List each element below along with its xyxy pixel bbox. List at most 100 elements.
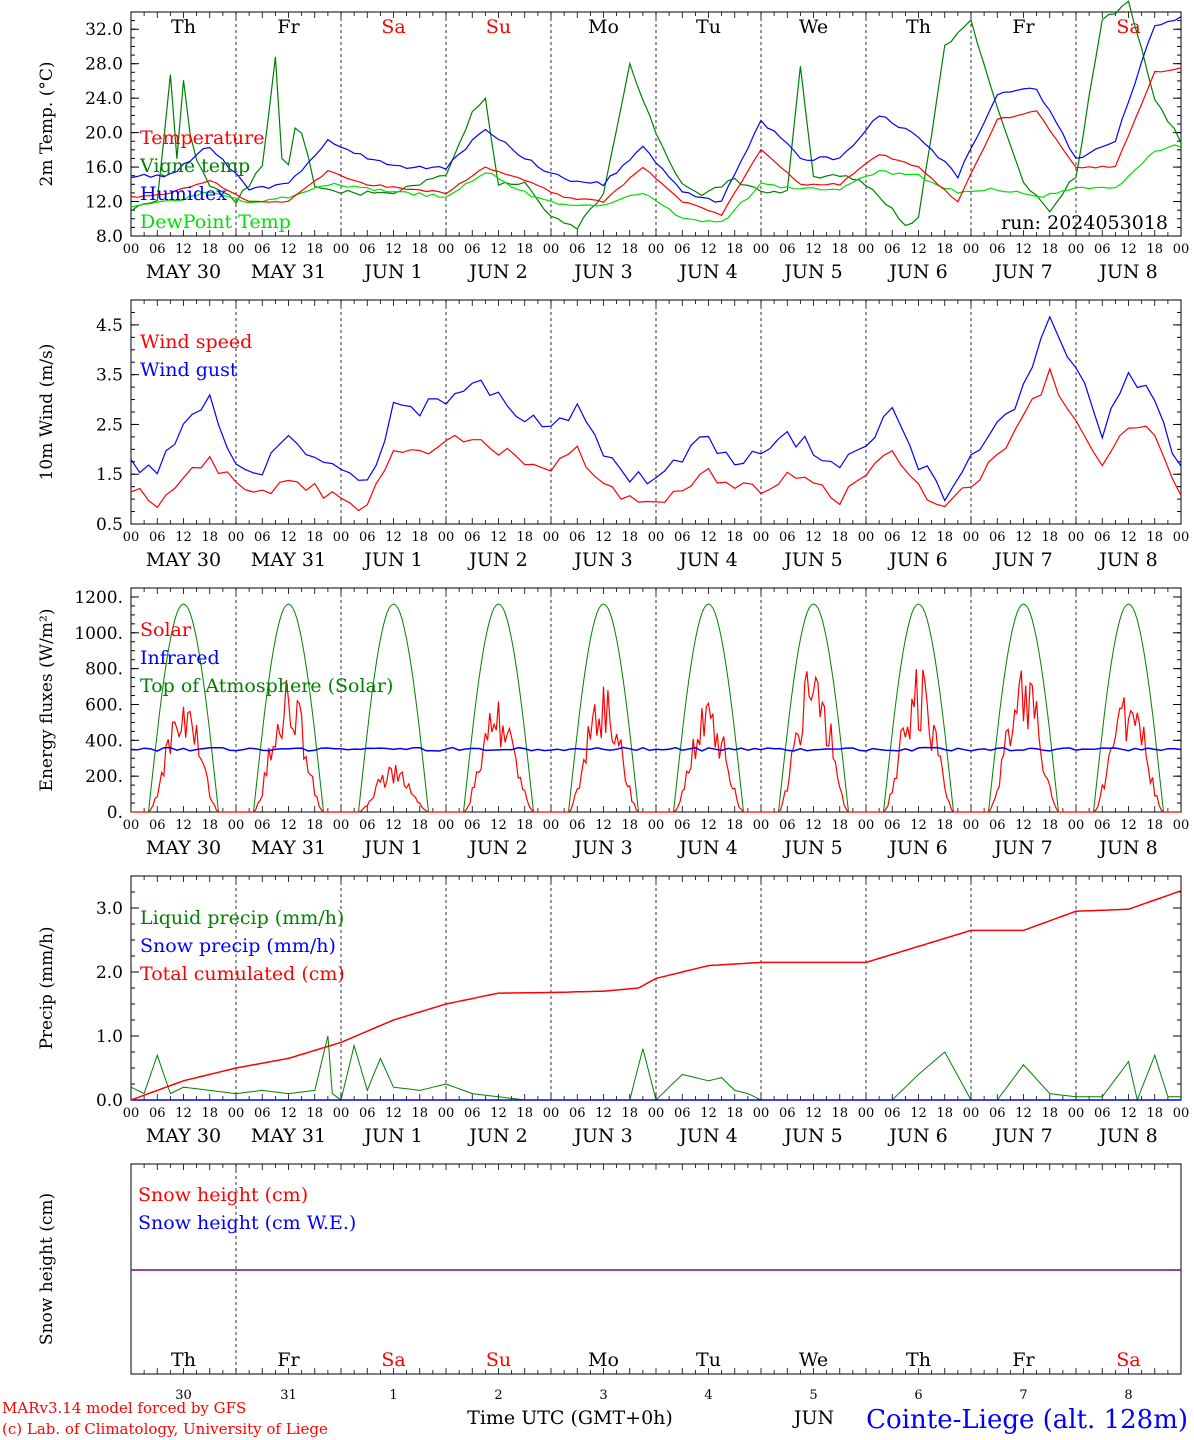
time-axis: 00 06 12 18 MAY 30 00 06 12 18 MAY 31 00 06 12 18 JUN …	[123, 818, 1190, 859]
hour-label: 00	[438, 818, 455, 833]
date-label: JUN 2	[467, 549, 527, 571]
hour-label: 06	[569, 530, 586, 545]
hour-label: 00	[543, 242, 560, 257]
hour-label: 12	[385, 818, 402, 833]
date-label: JUN 6	[887, 837, 947, 859]
hour-label: 00	[1068, 818, 1085, 833]
hour-label: 00	[123, 530, 140, 545]
hour-label: 12	[700, 818, 717, 833]
hour-label: 00	[1173, 530, 1190, 545]
panel-temperature: 8.0 12.0 16.0 20.0 24.0 28.0 32.0 2m Temp. (°C)	[37, 11, 1182, 247]
hour-label: 00	[648, 530, 665, 545]
hour-label: 12	[385, 530, 402, 545]
date-label: JUN 1	[362, 837, 422, 859]
hour-label: 06	[569, 818, 586, 833]
hour-label: 12	[490, 530, 507, 545]
hour-label: 18	[306, 530, 323, 545]
hour-label: 06	[1094, 242, 1111, 257]
weekday-label: Sa	[381, 16, 405, 38]
y-tick-label: 800.	[85, 660, 123, 680]
day-number: 2	[494, 1388, 502, 1403]
hour-label: 00	[858, 530, 875, 545]
day-number: 3	[599, 1388, 607, 1403]
hour-label: 00	[228, 530, 245, 545]
hour-label: 12	[175, 1106, 192, 1121]
credit-line-1: MARv3.14 model forced by GFS	[2, 1399, 246, 1417]
weekday-label: Fr	[1012, 16, 1035, 38]
hour-label: 18	[1041, 1106, 1058, 1121]
hour-label: 06	[149, 818, 166, 833]
y-tick-label: 16.0	[85, 158, 123, 178]
hour-label: 06	[569, 242, 586, 257]
hour-label: 18	[1146, 1106, 1163, 1121]
hour-label: 06	[1094, 530, 1111, 545]
hour-label: 06	[989, 1106, 1006, 1121]
hour-label: 12	[1120, 818, 1137, 833]
hour-label: 00	[543, 1106, 560, 1121]
hour-label: 18	[936, 1106, 953, 1121]
date-label: JUN 2	[467, 261, 527, 283]
series-solar	[131, 669, 1181, 813]
hour-label: 06	[779, 530, 796, 545]
hour-label: 00	[1068, 1106, 1085, 1121]
day-number: 30	[175, 1388, 192, 1403]
y-tick-label: 1.5	[96, 465, 123, 485]
hour-label: 06	[884, 530, 901, 545]
snow-legend: Snow height (cm) Snow height (cm W.E.)	[138, 1184, 356, 1234]
legend-liquid-precip-mm-h-: Liquid precip (mm/h)	[140, 907, 344, 929]
hour-label: 06	[1094, 818, 1111, 833]
hour-label: 12	[490, 1106, 507, 1121]
hour-label: 12	[595, 530, 612, 545]
hour-label: 12	[700, 530, 717, 545]
y-axis-label: 10m Wind (m/s)	[37, 344, 57, 481]
hour-label: 00	[543, 530, 560, 545]
hour-label: 06	[464, 1106, 481, 1121]
hour-label: 12	[1120, 530, 1137, 545]
weekday-label: Th	[171, 1349, 196, 1371]
hour-label: 18	[621, 818, 638, 833]
hour-label: 00	[123, 818, 140, 833]
y-tick-label: 0.5	[96, 515, 123, 535]
hour-label: 00	[228, 242, 245, 257]
hour-label: 12	[1120, 1106, 1137, 1121]
weekday-label: Fr	[1012, 1349, 1035, 1371]
date-label: JUN 3	[572, 549, 632, 571]
date-label: JUN 7	[992, 837, 1052, 859]
legend-total-cumulated-cm-: Total cumulated (cm)	[140, 963, 345, 985]
hour-label: 00	[648, 818, 665, 833]
hour-label: 12	[700, 242, 717, 257]
weekday-label: Mo	[588, 16, 619, 38]
legend-humidex: Humidex	[140, 183, 227, 205]
bottom-day-header: Th Fr Sa Su Mo Tu We Th Fr Sa 30 31 1 2 3 4 5 6 7 8	[171, 1349, 1141, 1403]
hour-label: 06	[779, 242, 796, 257]
day-number: 6	[914, 1388, 922, 1403]
date-label: MAY 30	[146, 837, 221, 859]
hour-label: 00	[438, 530, 455, 545]
hour-label: 00	[228, 818, 245, 833]
hour-label: 06	[674, 1106, 691, 1121]
y-axis-label: Precip (mm/h)	[37, 926, 57, 1049]
date-label: MAY 30	[146, 1125, 221, 1147]
weekday-label: Th	[171, 16, 196, 38]
date-label: JUN 8	[1097, 837, 1157, 859]
hour-label: 12	[280, 242, 297, 257]
date-label: JUN 8	[1097, 261, 1157, 283]
hour-label: 12	[910, 242, 927, 257]
weekday-label: Tu	[696, 16, 721, 38]
hour-label: 12	[805, 818, 822, 833]
y-tick-label: 20.0	[85, 124, 123, 144]
hour-label: 12	[1120, 242, 1137, 257]
hour-label: 18	[1146, 530, 1163, 545]
hour-label: 12	[175, 242, 192, 257]
y-tick-label: 3.0	[96, 899, 123, 919]
hour-label: 18	[411, 242, 428, 257]
y-tick-label: 2.0	[96, 963, 123, 983]
hour-label: 00	[858, 818, 875, 833]
date-label: JUN 6	[887, 549, 947, 571]
hour-label: 00	[333, 242, 350, 257]
hour-label: 12	[910, 530, 927, 545]
date-label: JUN 1	[362, 549, 422, 571]
weekday-label: We	[799, 1349, 828, 1371]
legend-temperature: Temperature	[140, 127, 264, 149]
weekday-label: Sa	[1116, 16, 1140, 38]
